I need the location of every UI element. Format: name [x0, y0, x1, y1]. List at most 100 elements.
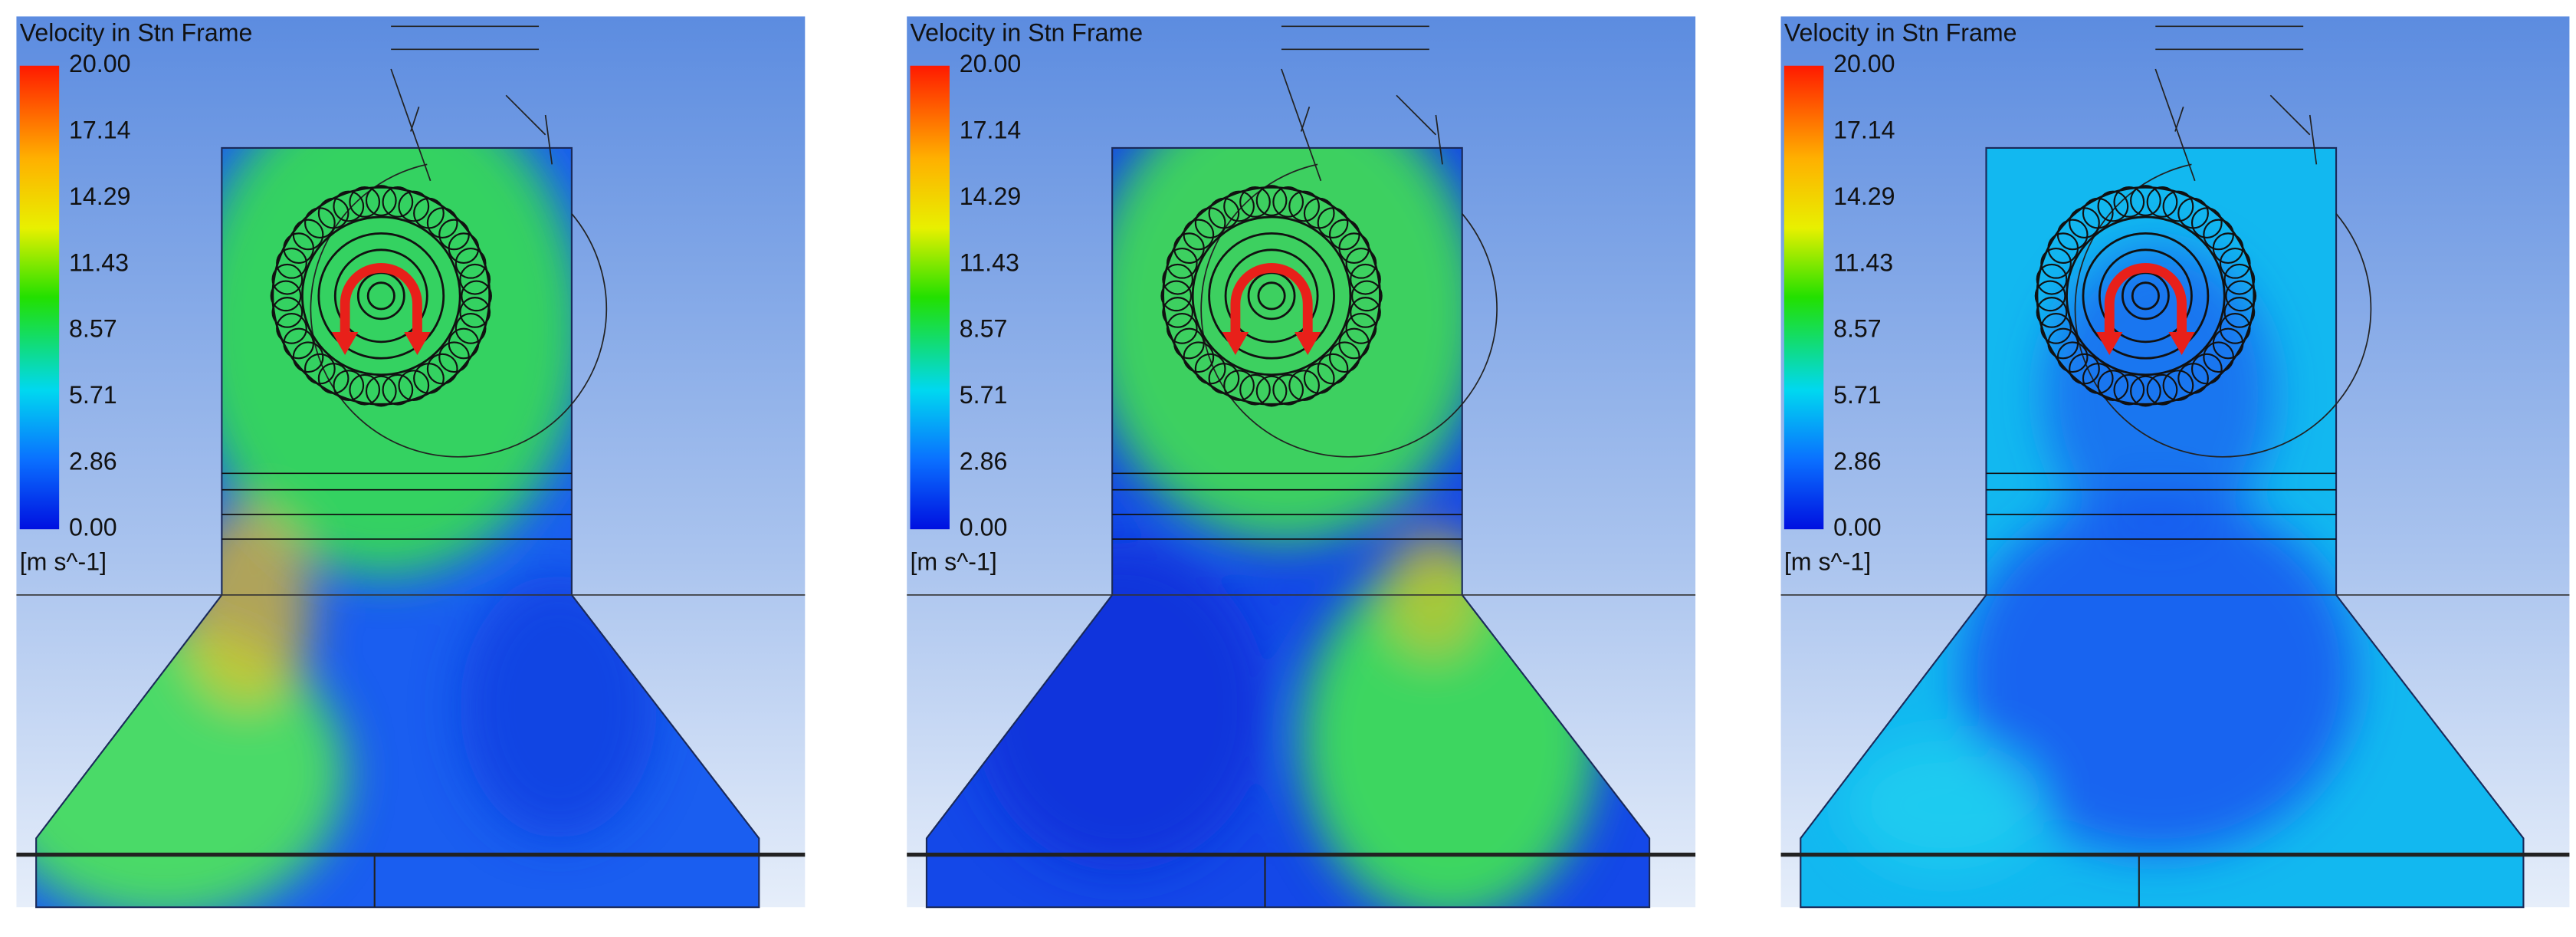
colorbar — [910, 65, 950, 530]
colorbar-title: Velocity in Stn Frame — [910, 19, 1143, 47]
colorbar — [1784, 65, 1824, 530]
colorbar-label: 8.57 — [1833, 315, 1882, 343]
blade — [461, 280, 492, 312]
colorbar-label: 14.29 — [960, 182, 1021, 210]
fan-ring — [2082, 232, 2210, 360]
blade — [2034, 280, 2066, 312]
blade — [1194, 353, 1226, 385]
blade — [304, 353, 336, 385]
colorbar-label: 2.86 — [69, 447, 117, 475]
fan-ring — [1191, 215, 1352, 376]
blade — [270, 280, 302, 312]
colorbar-label: 8.57 — [960, 315, 1008, 343]
blade — [271, 263, 304, 295]
blade — [1350, 297, 1381, 328]
fan-ring — [2098, 248, 2193, 344]
blade — [1255, 375, 1288, 407]
duct-outline — [925, 146, 1651, 909]
blade — [1183, 219, 1215, 251]
colorbar-unit: [m s^-1] — [1784, 548, 1871, 576]
colorbar-label: 11.43 — [69, 248, 129, 276]
contour-blob — [2043, 246, 2274, 543]
fan-ring — [2066, 215, 2226, 376]
fan-ring — [317, 232, 445, 360]
blade — [2223, 263, 2256, 295]
contour-blob — [1087, 147, 1482, 543]
blade — [1272, 373, 1304, 406]
contour-blobs — [36, 147, 658, 908]
blade — [1255, 185, 1288, 216]
panel: Velocity in Stn Frame 20.00 17.14 14.29 11.4… — [1780, 16, 2570, 909]
fan-ring — [1208, 232, 1335, 360]
blade — [1239, 373, 1271, 406]
contour-blob — [1961, 493, 2356, 855]
blade — [2036, 297, 2068, 328]
blade — [349, 186, 381, 218]
fan-ring — [1257, 281, 1286, 311]
colorbar-label: 5.71 — [960, 381, 1008, 409]
blade — [382, 186, 414, 218]
colorbar-title: Velocity in Stn Frame — [1784, 19, 2017, 47]
blade — [459, 297, 491, 328]
contour-blobs — [1846, 246, 2356, 872]
colorbar-label: 14.29 — [1833, 182, 1895, 210]
blade — [1317, 207, 1349, 238]
colorbar-label: 2.86 — [960, 447, 1008, 475]
colorbar-label: 11.43 — [960, 248, 1019, 276]
colorbar-label: 11.43 — [1833, 248, 1893, 276]
blade — [1162, 263, 1193, 295]
inlet-lines — [390, 25, 553, 182]
blade — [292, 219, 324, 251]
inlet-lines — [1281, 25, 1443, 182]
colorbar-label: 20.00 — [1833, 50, 1895, 77]
blade — [2203, 341, 2235, 373]
panel: Velocity in Stn Frame 20.00 17.14 14.29 11.4… — [16, 16, 806, 909]
rotation-arrow — [1230, 262, 1313, 346]
blade — [2130, 375, 2161, 407]
colorbar-label: 17.14 — [1833, 117, 1895, 144]
blade — [426, 207, 458, 238]
colorbar-label: 20.00 — [960, 50, 1021, 77]
blade — [1350, 263, 1381, 295]
panel: Velocity in Stn Frame 20.00 17.14 14.29 11.4… — [907, 16, 1696, 909]
colorbar — [19, 65, 60, 530]
rotation-arrow — [2104, 262, 2187, 346]
contour-blob — [1383, 525, 1482, 658]
blade — [349, 373, 381, 406]
blade — [365, 185, 397, 216]
colorbar-label: 2.86 — [1833, 447, 1882, 475]
blade — [2113, 186, 2145, 218]
fan-ring — [271, 186, 491, 406]
colorbar-label: 5.71 — [69, 381, 117, 409]
colorbar-title: Velocity in Stn Frame — [20, 19, 253, 47]
blade — [2130, 185, 2161, 216]
fan-ring — [1162, 186, 1381, 406]
duct-outline — [1800, 146, 2525, 909]
blade — [271, 297, 304, 328]
colorbar-unit: [m s^-1] — [910, 548, 996, 576]
fan-ring — [2131, 281, 2160, 311]
blade — [365, 375, 397, 407]
blade — [1239, 186, 1271, 218]
blade — [2036, 263, 2068, 295]
blade — [1351, 280, 1383, 312]
colorbar-label: 0.00 — [1833, 514, 1882, 541]
fan-ring — [366, 281, 395, 311]
colorbar-label: 17.14 — [960, 117, 1021, 144]
colorbar-label: 8.57 — [69, 315, 117, 343]
blade — [2069, 353, 2100, 385]
colorbar-unit: [m s^-1] — [20, 548, 107, 576]
inlet-lines — [2154, 25, 2318, 182]
fan-ring — [301, 215, 461, 376]
contour-blob — [1846, 739, 2044, 872]
colorbar-label: 14.29 — [69, 182, 130, 210]
rotation-arrow — [340, 262, 422, 346]
arrow-head — [2096, 331, 2195, 355]
blade — [2190, 207, 2223, 238]
blade — [2113, 373, 2145, 406]
blade — [2146, 373, 2178, 406]
contour-blob — [189, 147, 583, 576]
blade — [2223, 297, 2256, 328]
fan-ring — [2036, 186, 2256, 406]
